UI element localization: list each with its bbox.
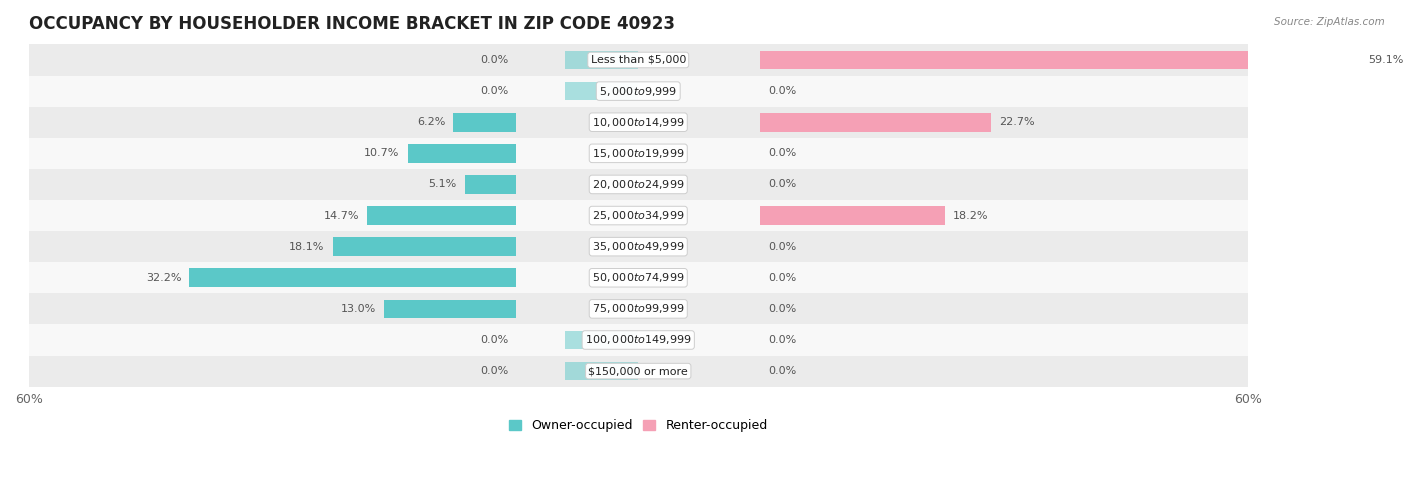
Text: 5.1%: 5.1%: [429, 179, 457, 190]
Bar: [30, 294, 1247, 325]
Text: 59.1%: 59.1%: [1368, 55, 1403, 65]
Bar: [30, 325, 1247, 356]
Bar: [565, 362, 638, 381]
Text: OCCUPANCY BY HOUSEHOLDER INCOME BRACKET IN ZIP CODE 40923: OCCUPANCY BY HOUSEHOLDER INCOME BRACKET …: [30, 15, 675, 33]
Text: $20,000 to $24,999: $20,000 to $24,999: [592, 178, 685, 191]
Text: 0.0%: 0.0%: [768, 148, 796, 158]
Bar: [408, 144, 516, 163]
Bar: [30, 44, 1247, 75]
Text: $10,000 to $14,999: $10,000 to $14,999: [592, 116, 685, 129]
Bar: [333, 237, 516, 256]
Bar: [30, 262, 1247, 294]
Text: 10.7%: 10.7%: [364, 148, 399, 158]
Text: $50,000 to $74,999: $50,000 to $74,999: [592, 271, 685, 284]
Text: 0.0%: 0.0%: [479, 86, 508, 96]
Text: 0.0%: 0.0%: [768, 242, 796, 252]
Text: Source: ZipAtlas.com: Source: ZipAtlas.com: [1274, 17, 1385, 27]
Bar: [761, 113, 991, 132]
Bar: [464, 175, 516, 194]
Bar: [30, 138, 1247, 169]
Text: 32.2%: 32.2%: [146, 273, 181, 283]
Text: 0.0%: 0.0%: [768, 273, 796, 283]
Bar: [453, 113, 516, 132]
Text: 14.7%: 14.7%: [323, 210, 359, 221]
Bar: [761, 206, 945, 225]
Text: 0.0%: 0.0%: [768, 86, 796, 96]
Bar: [565, 82, 638, 101]
Text: 0.0%: 0.0%: [479, 55, 508, 65]
Text: $5,000 to $9,999: $5,000 to $9,999: [599, 85, 678, 98]
Text: 18.2%: 18.2%: [953, 210, 988, 221]
Text: 0.0%: 0.0%: [768, 304, 796, 314]
Text: $150,000 or more: $150,000 or more: [588, 366, 688, 376]
Text: $35,000 to $49,999: $35,000 to $49,999: [592, 240, 685, 253]
Text: 0.0%: 0.0%: [768, 366, 796, 376]
Bar: [190, 268, 516, 287]
Text: 6.2%: 6.2%: [418, 117, 446, 127]
Text: $25,000 to $34,999: $25,000 to $34,999: [592, 209, 685, 222]
Text: 0.0%: 0.0%: [479, 335, 508, 345]
Bar: [367, 206, 516, 225]
Bar: [30, 200, 1247, 231]
Bar: [565, 51, 638, 69]
Text: $75,000 to $99,999: $75,000 to $99,999: [592, 302, 685, 315]
Text: 0.0%: 0.0%: [479, 366, 508, 376]
Text: 22.7%: 22.7%: [998, 117, 1035, 127]
Legend: Owner-occupied, Renter-occupied: Owner-occupied, Renter-occupied: [503, 414, 773, 437]
Bar: [30, 169, 1247, 200]
Bar: [30, 231, 1247, 262]
Text: 0.0%: 0.0%: [768, 179, 796, 190]
Text: 18.1%: 18.1%: [290, 242, 325, 252]
Text: $100,000 to $149,999: $100,000 to $149,999: [585, 333, 692, 347]
Bar: [30, 356, 1247, 387]
Bar: [384, 299, 516, 318]
Bar: [565, 330, 638, 349]
Text: Less than $5,000: Less than $5,000: [591, 55, 686, 65]
Bar: [761, 51, 1360, 69]
Bar: [30, 106, 1247, 138]
Text: 13.0%: 13.0%: [342, 304, 377, 314]
Text: $15,000 to $19,999: $15,000 to $19,999: [592, 147, 685, 160]
Text: 0.0%: 0.0%: [768, 335, 796, 345]
Bar: [30, 75, 1247, 106]
